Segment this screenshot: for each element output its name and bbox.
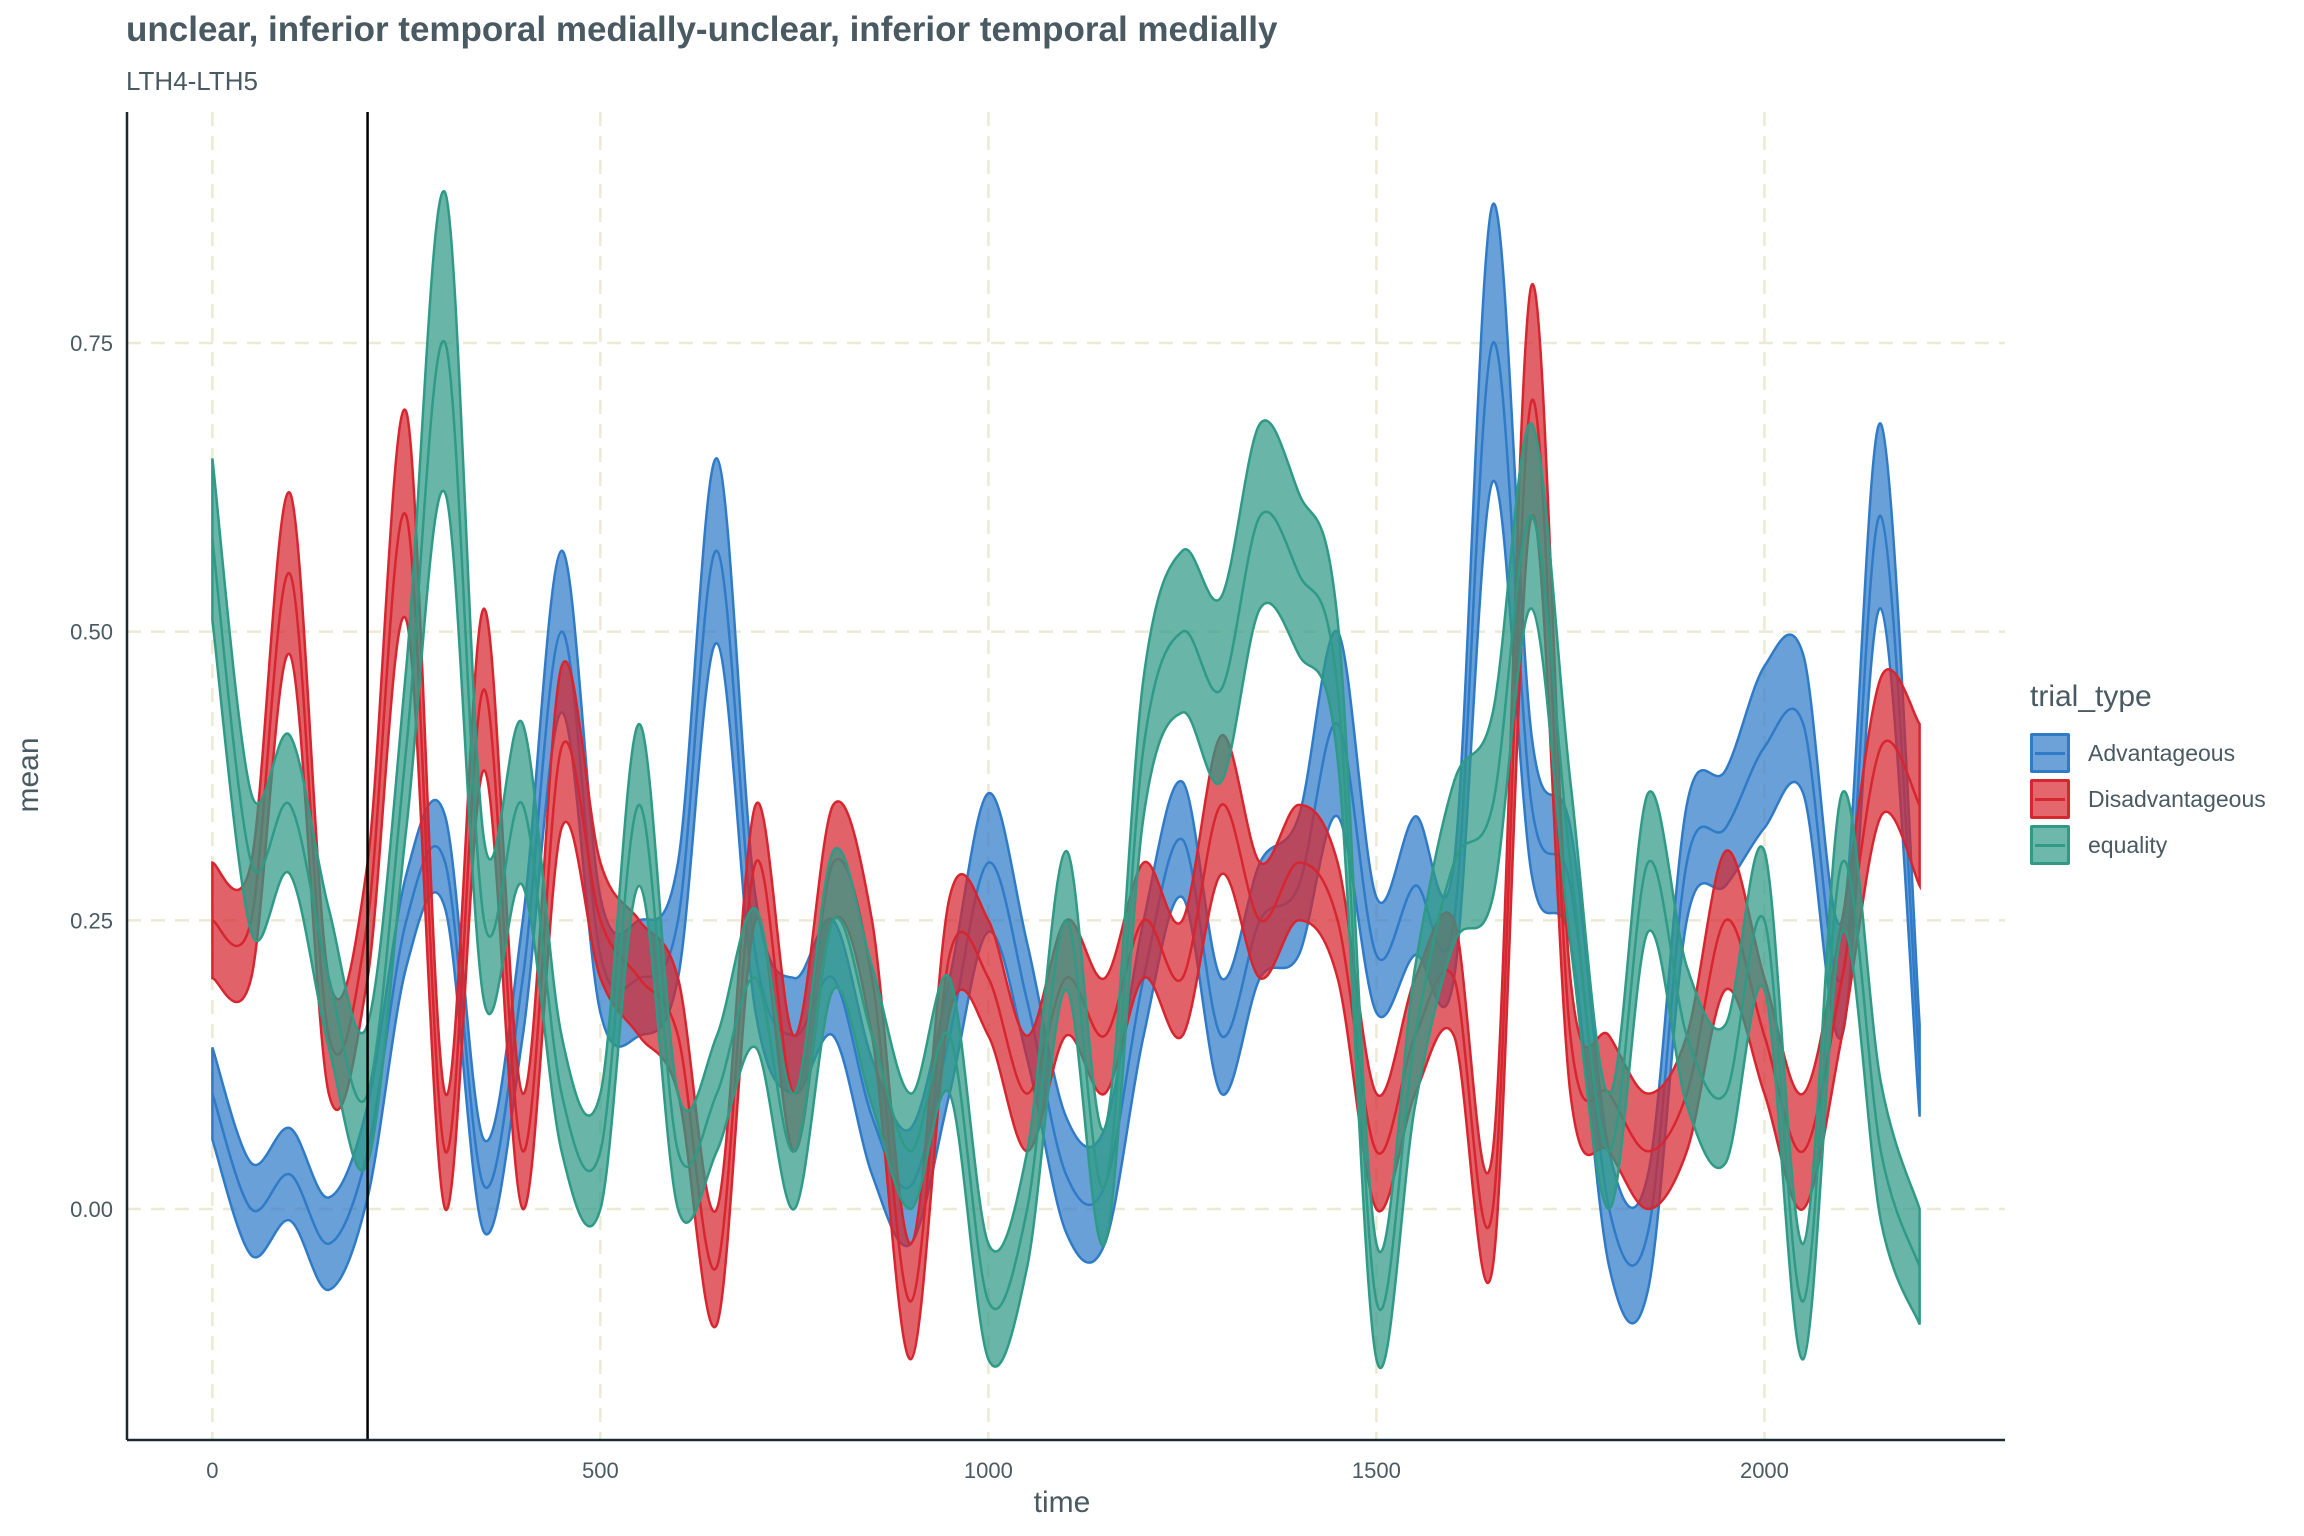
y-tick-label: 0.50 [70, 620, 113, 645]
chart-title: unclear, inferior temporal medially-uncl… [126, 10, 1278, 49]
legend-label-advantageous: Advantageous [2088, 739, 2236, 766]
x-tick-label: 500 [582, 1458, 619, 1483]
legend-item-equality: equality [2030, 822, 2266, 868]
tick-labels: 0 500 1000 1500 2000 0.00 0.25 0.50 0.75 [70, 331, 1789, 1483]
legend-key-equality [2030, 825, 2070, 865]
series-bands [211, 189, 1921, 1370]
legend-item-advantageous: Advantageous [2030, 730, 2266, 776]
legend-key-advantageous [2030, 733, 2070, 773]
legend: trial_type Advantageous Disadvantageous … [2030, 680, 2266, 868]
legend-title: trial_type [2030, 680, 2152, 713]
ribbon-band [211, 189, 1921, 1370]
legend-label-equality: equality [2088, 831, 2168, 858]
x-tick-label: 1000 [964, 1458, 1013, 1483]
axes [125, 112, 2005, 1442]
x-tick-label: 2000 [1740, 1458, 1789, 1483]
y-tick-label: 0.75 [70, 331, 113, 356]
x-tick-label: 0 [206, 1458, 218, 1483]
y-tick-label: 0.00 [70, 1197, 113, 1222]
chart-subtitle: LTH4-LTH5 [126, 66, 258, 96]
x-axis-title: time [1034, 1486, 1091, 1519]
mean-line [211, 339, 1921, 1312]
legend-item-disadvantageous: Disadvantageous [2030, 776, 2266, 822]
legend-label-disadvantageous: Disadvantageous [2088, 785, 2266, 812]
mean-line [211, 398, 1921, 1303]
series-equality [211, 189, 1921, 1370]
y-axis-title: mean [12, 737, 45, 812]
legend-key-disadvantageous [2030, 779, 2070, 819]
x-tick-label: 1500 [1352, 1458, 1401, 1483]
y-tick-label: 0.25 [70, 908, 113, 933]
